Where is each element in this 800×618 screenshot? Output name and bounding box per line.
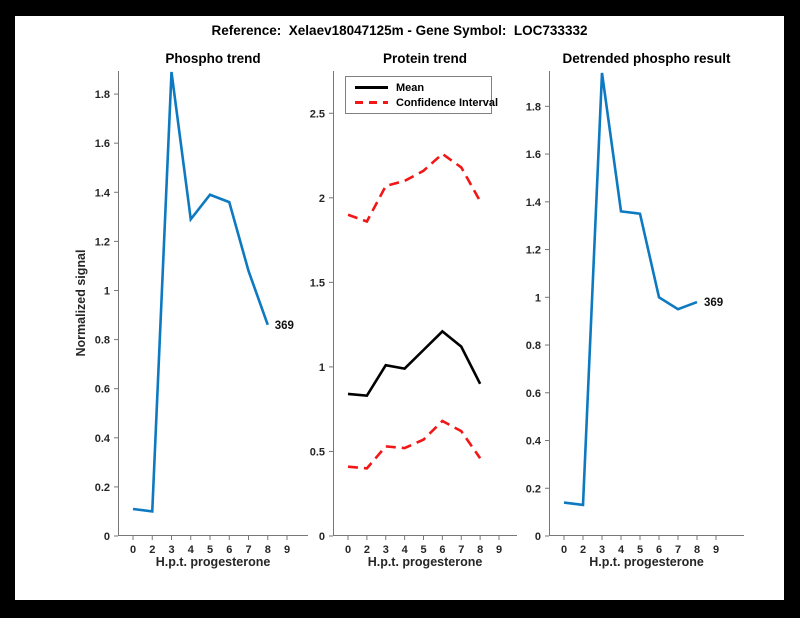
axes (333, 71, 517, 536)
x-axis-label-3: H.p.t. progesterone (589, 555, 704, 569)
x-tick-label: 2 (580, 544, 586, 556)
y-tick-label: 0.6 (95, 384, 110, 396)
legend-label-mean: Mean (396, 81, 425, 94)
x-tick-label: 4 (402, 544, 409, 556)
y-tick-label: 1.2 (526, 245, 541, 257)
legend-row-mean: Mean (355, 82, 482, 94)
axes (549, 71, 744, 536)
x-tick-label: 9 (284, 544, 290, 556)
detrended-phospho-title: Detrended phospho result (562, 51, 731, 66)
confidence-interval-lower-line (347, 419, 482, 470)
y-tick-label: 2.5 (310, 108, 325, 120)
x-tick-label: 7 (675, 544, 681, 556)
y-tick-label: 0.8 (95, 335, 110, 347)
y-tick-labels: 0 0.2 0.4 0.6 0.8 1 1.2 1.4 1.6 1.8 (526, 101, 549, 543)
end-point-annotation: 369 (275, 320, 294, 332)
y-tick-label: 0.4 (526, 436, 542, 448)
x-axis-label-1: H.p.t. progesterone (155, 555, 271, 569)
x-tick-label: 9 (496, 544, 502, 556)
y-tick-label: 0.8 (526, 340, 541, 352)
y-axis-label: Normalized signal (74, 249, 88, 357)
y-tick-label: 0.6 (526, 388, 541, 400)
x-tick-label: 5 (637, 544, 643, 556)
x-tick-label: 0 (130, 544, 136, 556)
x-tick-label: 8 (265, 544, 271, 556)
protein-trend-title: Protein trend (382, 51, 467, 66)
axes (118, 71, 308, 536)
detrended-phospho-chart: 0 2 3 4 5 6 7 8 9 0 0.2 0.4 0.6 0.8 1 1.2 1.4 1.6 1.8 369 (526, 71, 744, 556)
x-tick-label: 3 (383, 544, 389, 556)
x-tick-label: 2 (149, 544, 155, 556)
phospho-trend-title: Phospho trend (165, 51, 261, 66)
mean-line (347, 329, 482, 398)
y-tick-labels: 0 0.5 1 1.5 2 2.5 (310, 108, 333, 543)
x-tick-label: 6 (226, 544, 232, 556)
y-tick-label: 1.5 (310, 277, 325, 289)
x-axis-label-2: H.p.t. progesterone (367, 555, 483, 569)
x-tick-label: 5 (207, 544, 213, 556)
detrended-phospho-signal-line (563, 72, 698, 507)
confidence-interval-line-sample-icon (355, 101, 388, 104)
confidence-interval-upper-line (347, 152, 482, 224)
y-tick-label: 1.4 (526, 197, 542, 209)
y-tick-label: 0 (535, 531, 541, 543)
y-tick-label: 1 (319, 362, 325, 374)
y-tick-label: 1.8 (526, 101, 541, 113)
y-tick-label: 0.5 (310, 446, 325, 458)
y-tick-labels: 0 0.2 0.4 0.6 0.8 1 1.2 1.4 1.6 1.8 (95, 89, 118, 543)
x-tick-label: 8 (477, 544, 483, 556)
x-tick-label: 8 (694, 544, 700, 556)
mean-line-sample-icon (355, 86, 388, 89)
y-tick-label: 0.4 (95, 433, 111, 445)
y-tick-label: 0.2 (95, 482, 110, 494)
y-tick-label: 1 (104, 285, 110, 297)
y-tick-label: 1 (535, 292, 541, 304)
protein-trend-chart: 0 2 3 4 5 6 7 8 9 0 0.5 1 1.5 2 2.5 (310, 71, 517, 556)
x-tick-label: 4 (618, 544, 625, 556)
y-tick-label: 2 (319, 193, 325, 205)
y-tick-label: 0.2 (526, 483, 541, 495)
x-tick-label: 3 (168, 544, 174, 556)
legend: Mean Confidence Interval (345, 76, 498, 114)
y-tick-label: 1.4 (95, 187, 111, 199)
legend-row-confidence-interval: Confidence Interval (355, 97, 498, 109)
y-tick-label: 1.6 (95, 138, 110, 150)
x-tick-label: 0 (561, 544, 567, 556)
x-tick-label: 2 (364, 544, 370, 556)
y-tick-label: 1.2 (95, 236, 110, 248)
y-tick-label: 0 (104, 531, 110, 543)
x-tick-label: 7 (458, 544, 464, 556)
x-tick-label: 9 (713, 544, 719, 556)
y-tick-label: 1.8 (95, 89, 110, 101)
figure-title: Reference: Xelaev18047125m - Gene Symbol… (211, 23, 588, 38)
phospho-trend-chart: 0 2 3 4 5 6 7 8 9 0 0.2 0.4 0.6 0.8 1 1.2 1.4 1.6 1.8 369 (95, 71, 308, 556)
x-tick-label: 3 (599, 544, 605, 556)
legend-label-confidence-interval: Confidence Interval (396, 96, 499, 109)
y-tick-label: 0 (319, 531, 325, 543)
x-tick-label: 6 (656, 544, 662, 556)
x-tick-label: 6 (439, 544, 445, 556)
y-tick-label: 1.6 (526, 149, 541, 161)
figure-canvas: Reference: Xelaev18047125m - Gene Symbol… (15, 16, 784, 600)
x-tick-label: 7 (245, 544, 251, 556)
x-tick-label: 5 (420, 544, 426, 556)
phospho-signal-line (132, 71, 269, 513)
end-point-annotation: 369 (704, 297, 723, 309)
x-tick-label: 0 (345, 544, 351, 556)
x-tick-label: 4 (188, 544, 195, 556)
